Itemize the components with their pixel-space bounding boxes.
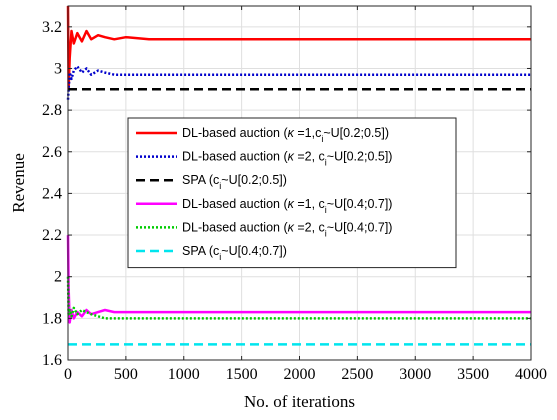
x-tick-label: 500 <box>114 366 138 383</box>
legend-entry-5: DL-based auction (κ =2, ci~U[0.4;0.7]) <box>182 220 392 238</box>
legend-box <box>127 117 457 269</box>
axis-ticks: 0 500 1000 1500 2000 2500 3000 3500 4000 1.6 1.8 2 2… <box>42 6 547 383</box>
series-line-2 <box>66 65 531 100</box>
y-tick-label: 2.6 <box>42 144 62 161</box>
y-tick-label: 2 <box>54 269 62 286</box>
y-tick-label: 3.2 <box>42 19 62 36</box>
series-line-4 <box>66 235 531 324</box>
x-tick-label: 3000 <box>399 366 431 383</box>
y-tick-label: 2.4 <box>42 185 62 202</box>
x-tick-label: 1500 <box>226 366 258 383</box>
x-tick-label: 4000 <box>515 366 547 383</box>
y-tick-label: 1.6 <box>42 352 62 369</box>
legend: DL-based auction (κ =1,ci~U[0.2;0.5]) DL-… <box>127 117 457 269</box>
y-tick-label: 1.8 <box>42 310 62 327</box>
legend-entry-3: SPA (ci~U[0.2;0.5]) <box>182 173 287 191</box>
series-line-1 <box>66 5 531 91</box>
x-tick-label: 3500 <box>457 366 489 383</box>
x-tick-label: 2500 <box>341 366 373 383</box>
x-tick-label: 1000 <box>168 366 200 383</box>
plot-area <box>66 5 531 346</box>
legend-entry-1: DL-based auction (κ =1,ci~U[0.2;0.5]) <box>182 126 389 144</box>
series-line-5 <box>66 276 531 320</box>
x-tick-label: 0 <box>64 366 72 383</box>
y-tick-label: 3 <box>54 60 62 77</box>
legend-entry-2: DL-based auction (κ =2, ci~U[0.2;0.5]) <box>182 150 392 168</box>
y-axis-label: Revenue <box>9 153 28 212</box>
x-tick-label: 2000 <box>284 366 316 383</box>
legend-entry-4: DL-based auction (κ =1, ci~U[0.4;0.7]) <box>182 197 392 215</box>
y-tick-label: 2.2 <box>42 227 62 244</box>
legend-entry-6: SPA (ci~U[0.4;0.7]) <box>182 244 287 262</box>
x-axis-label: No. of iterations <box>244 392 355 411</box>
y-tick-label: 2.8 <box>42 102 62 119</box>
